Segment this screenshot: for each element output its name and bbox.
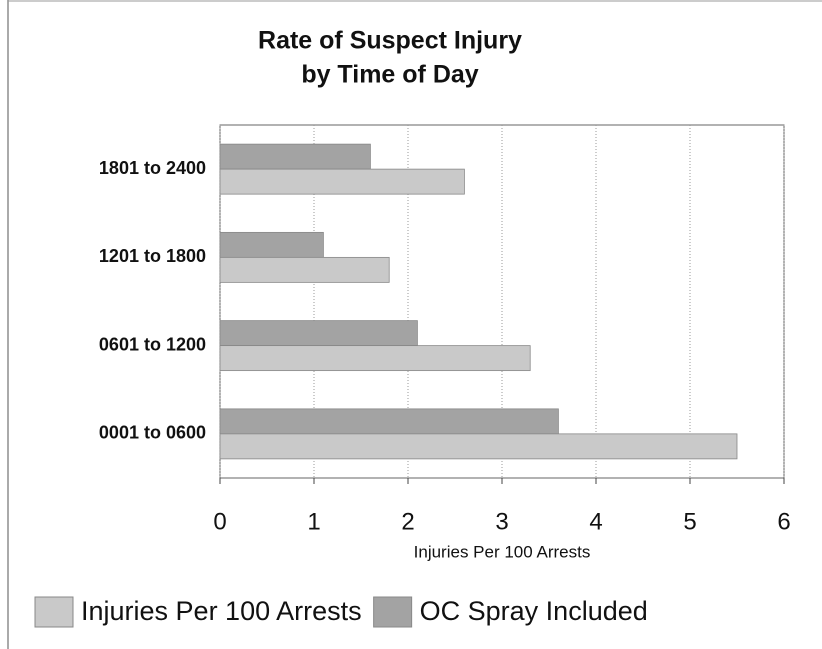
y-tick-label: 1801 to 2400 [99,158,206,178]
x-axis-label: Injuries Per 100 Arrests [414,542,591,561]
bar [219,345,531,372]
bar [219,433,738,460]
x-tick-label: 6 [777,508,790,535]
bar [219,256,390,283]
chart-title: Rate of Suspect Injury [258,27,522,55]
legend-label: OC Spray Included [420,596,648,626]
y-tick-label: 1201 to 1800 [99,246,206,266]
bar [219,168,465,195]
x-tick-label: 2 [401,508,414,535]
y-tick-label: 0601 to 1200 [99,334,206,354]
bar [219,231,324,258]
bar [219,320,418,347]
x-tick-label: 1 [307,508,320,535]
bar [219,143,371,170]
y-tick-label: 0001 to 0600 [99,423,206,443]
x-tick-label: 5 [683,508,696,535]
legend-swatch [34,596,74,628]
chart-title: by Time of Day [301,61,478,89]
x-tick-label: 3 [495,508,508,535]
legend-swatch [373,596,413,628]
legend-label: Injuries Per 100 Arrests [81,596,362,626]
bar [219,408,559,435]
x-tick-label: 4 [589,508,602,535]
x-tick-label: 0 [213,508,226,535]
